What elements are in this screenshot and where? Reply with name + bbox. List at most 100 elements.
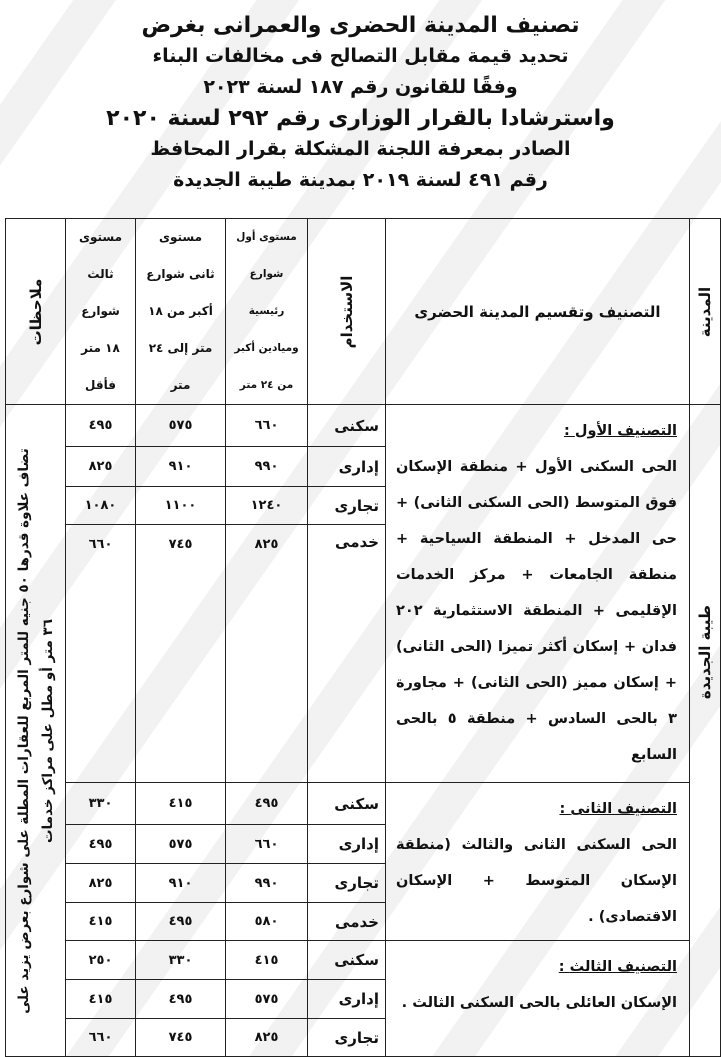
price-l2: ٥٧٥ bbox=[135, 404, 226, 447]
price-l1: ٦٦٠ bbox=[225, 404, 308, 447]
title-line: واسترشادا بالقرار الوزارى رقم ٢٩٢ لسنة ٢… bbox=[106, 106, 615, 131]
usage-cell: تجارى bbox=[307, 486, 386, 525]
table-row: تجارى ١٢٤٠ ١١٠٠ ١٠٨٠ bbox=[6, 486, 721, 525]
header-level2: مستوى ثانى شوارع أكبر من ١٨ متر إلى ٢٤ م… bbox=[135, 218, 226, 405]
table-row: إدارى ٩٩٠ ٩١٠ ٨٢٥ bbox=[6, 446, 721, 487]
price-l3: ٤٩٥ bbox=[65, 824, 136, 864]
price-l1: ٤١٥ bbox=[225, 940, 308, 980]
header-level1: مستوى أول شوارع رئيسية وميادين أكبر من ٢… bbox=[225, 218, 308, 405]
usage-cell: إدارى bbox=[307, 824, 386, 864]
usage-cell: سكنى bbox=[307, 940, 386, 980]
price-l2: ٧٤٥ bbox=[135, 1018, 226, 1057]
notes-line: تضاف علاوة قدرها ٥٠ جنيه للمتر المربع لل… bbox=[15, 447, 32, 1014]
table-row: خدمى ٨٢٥ ٧٤٥ ٦٦٠ bbox=[6, 524, 721, 783]
header-notes-label: ملاحظات bbox=[26, 278, 45, 345]
header-level1-line: رئيسية bbox=[248, 305, 285, 317]
header-level1-line: وميادين أكبر bbox=[234, 342, 299, 354]
header-notes: ملاحظات bbox=[5, 218, 66, 405]
classification-title: التصنيف الأول : bbox=[396, 413, 677, 449]
title-line: رقم ٤٩١ لسنة ٢٠١٩ بمدينة طيبة الجديدة bbox=[173, 169, 548, 191]
city-cell: طيبة الجديدة bbox=[689, 404, 721, 1057]
header-level3-line: ثالث bbox=[87, 267, 114, 281]
price-l1: ٦٦٠ bbox=[225, 824, 308, 864]
price-l3: ٨٢٥ bbox=[65, 446, 136, 487]
header-level2-line: متر إلى ٢٤ bbox=[148, 341, 213, 355]
notes-cell: تضاف علاوة قدرها ٥٠ جنيه للمتر المربع لل… bbox=[5, 404, 66, 1057]
notes-line: ٣٦ متر أو مطل على مراكز خدمات bbox=[39, 618, 56, 843]
classification-title-text: التصنيف الثالث bbox=[569, 959, 677, 975]
header-level2-line: أكبر من ١٨ bbox=[148, 304, 213, 318]
price-l3: ٤١٥ bbox=[65, 979, 136, 1019]
price-l3: ٦٦٠ bbox=[65, 524, 136, 783]
classification-title-colon: : bbox=[558, 959, 570, 975]
header-usage: الاستخدام bbox=[307, 218, 386, 405]
price-l1: ٤٩٥ bbox=[225, 782, 308, 825]
price-l2: ٤١٥ bbox=[135, 782, 226, 825]
classification-body: الحى السكنى الأول + منطقة الإسكان فوق ال… bbox=[396, 459, 677, 763]
price-l2: ٤٩٥ bbox=[135, 902, 226, 941]
title-line: تصنيف المدينة الحضرى والعمرانى بغرض bbox=[141, 13, 580, 38]
header-level1-line: مستوى أول bbox=[236, 231, 297, 243]
price-l3: ١٠٨٠ bbox=[65, 486, 136, 525]
table-row: التصنيف الثالث : الإسكان العائلى بالحى ا… bbox=[6, 940, 721, 1057]
classification-title-colon: : bbox=[564, 423, 575, 439]
city-name: طيبة الجديدة bbox=[696, 605, 714, 700]
price-l2: ٧٤٥ bbox=[135, 524, 226, 783]
price-l1: ١٢٤٠ bbox=[225, 486, 308, 525]
price-l2: ٩١٠ bbox=[135, 446, 226, 487]
table-row: إدارى ٥٧٥ ٤٩٥ ٤١٥ bbox=[6, 979, 721, 1019]
classification-description: التصنيف الثالث : الإسكان العائلى بالحى ا… bbox=[385, 940, 690, 1057]
classification-title-text: التصنيف الأول bbox=[574, 423, 677, 439]
header-level3-line: مستوى bbox=[78, 230, 123, 244]
classification-description: التصنيف الثانى : الحى السكنى الثانى والث… bbox=[385, 782, 690, 941]
table-row: إدارى ٦٦٠ ٥٧٥ ٤٩٥ bbox=[6, 824, 721, 864]
header-usage-label: الاستخدام bbox=[337, 275, 356, 348]
price-l2: ٥٧٥ bbox=[135, 824, 226, 864]
price-l3: ٤١٥ bbox=[65, 902, 136, 941]
usage-cell: إدارى bbox=[307, 979, 386, 1019]
classification-title-colon: : bbox=[559, 801, 571, 817]
header-level3-line: فأقل bbox=[85, 378, 116, 392]
price-l2: ٤٩٥ bbox=[135, 979, 226, 1019]
header-level3-line: ١٨ متر bbox=[81, 341, 120, 355]
header-level3: مستوى ثالث شوارع ١٨ متر فأقل bbox=[65, 218, 136, 405]
price-l3: ٨٢٥ bbox=[65, 863, 136, 903]
price-l1: ٨٢٥ bbox=[225, 1018, 308, 1057]
table-row: تجارى ٩٩٠ ٩١٠ ٨٢٥ bbox=[6, 863, 721, 903]
usage-cell: خدمى bbox=[307, 524, 386, 783]
document-header: تصنيف المدينة الحضرى والعمرانى بغرض تحدي… bbox=[0, 10, 721, 196]
header-classification: التصنيف وتقسيم المدينة الحضرى bbox=[385, 218, 690, 405]
usage-cell: خدمى bbox=[307, 902, 386, 941]
header-level2-line: مستوى bbox=[158, 230, 203, 244]
price-l1: ٩٩٠ bbox=[225, 446, 308, 487]
title-line: تحديد قيمة مقابل التصالح فى مخالفات البن… bbox=[152, 45, 569, 67]
header-level1-line: شوارع bbox=[249, 268, 284, 280]
table-row: التصنيف الثانى : الحى السكنى الثانى والث… bbox=[6, 782, 721, 941]
table-header-row: المدينة التصنيف وتقسيم المدينة الحضرى ال… bbox=[5, 218, 721, 405]
classification-description: التصنيف الأول : الحى السكنى الأول + منطق… bbox=[385, 404, 690, 783]
classification-body: الحى السكنى الثانى والثالث (منطقة الإسكا… bbox=[396, 837, 677, 925]
classification-table: المدينة التصنيف وتقسيم المدينة الحضرى ال… bbox=[5, 218, 721, 1057]
title-line: الصادر بمعرفة اللجنة المشكلة بقرار المحا… bbox=[150, 138, 571, 160]
price-l3: ٤٩٥ bbox=[65, 404, 136, 447]
price-l2: ١١٠٠ bbox=[135, 486, 226, 525]
price-l3: ٢٥٠ bbox=[65, 940, 136, 980]
price-l3: ٦٦٠ bbox=[65, 1018, 136, 1057]
usage-cell: تجارى bbox=[307, 863, 386, 903]
notes-text: تضاف علاوة قدرها ٥٠ جنيه للمتر المربع لل… bbox=[12, 410, 60, 1052]
price-l1: ٥٧٥ bbox=[225, 979, 308, 1019]
price-l3: ٣٣٠ bbox=[65, 782, 136, 825]
price-l1: ٨٢٥ bbox=[225, 524, 308, 783]
table-row: خدمى ٥٨٠ ٤٩٥ ٤١٥ bbox=[6, 902, 721, 941]
usage-cell: تجارى bbox=[307, 1018, 386, 1057]
table-row: تجارى ٨٢٥ ٧٤٥ ٦٦٠ bbox=[6, 1018, 721, 1057]
header-level3-line: شوارع bbox=[81, 304, 120, 318]
usage-cell: سكنى bbox=[307, 782, 386, 825]
table-row: طيبة الجديدة التصنيف الأول : الحى السكنى… bbox=[5, 404, 721, 1057]
price-l1: ٩٩٠ bbox=[225, 863, 308, 903]
header-level2-line: ثانى شوارع bbox=[146, 267, 215, 281]
classification-title: التصنيف الثالث : bbox=[396, 949, 677, 985]
classification-body: الإسكان العائلى بالحى السكنى الثالث . bbox=[401, 995, 677, 1011]
price-l2: ٣٣٠ bbox=[135, 940, 226, 980]
usage-cell: سكنى bbox=[307, 404, 386, 447]
